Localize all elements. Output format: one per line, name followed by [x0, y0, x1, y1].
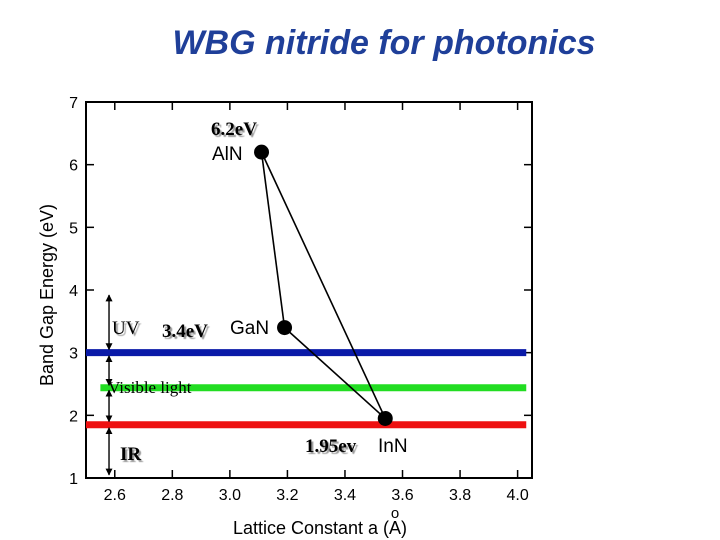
x-tick-label: 3.8	[449, 487, 471, 504]
x-tick-label: 3.6	[391, 487, 413, 504]
y-axis-title: Band Gap Energy (eV)	[37, 204, 57, 386]
line-gan-inn	[284, 327, 386, 420]
y-tick-label: 4	[69, 283, 78, 300]
ir-label: IR	[120, 444, 141, 465]
y-axis: 1 2 3 4 5 6 7	[69, 95, 532, 488]
gan-energy-label: 3.4eV	[162, 321, 208, 342]
aln-energy-label: 6.2eV	[211, 119, 257, 140]
x-tick-label: 3.2	[276, 487, 298, 504]
y-tick-label: 6	[69, 158, 78, 175]
y-tick-label: 7	[69, 95, 78, 112]
x-tick-label: 3.0	[219, 487, 241, 504]
gan-label: GaN	[230, 318, 269, 339]
bands	[86, 349, 527, 429]
x-tick-label: 2.8	[161, 487, 183, 504]
data-points	[254, 144, 393, 426]
line-aln-gan	[260, 152, 286, 328]
chart-title: WBG nitride for photonics	[172, 24, 596, 62]
connecting-lines	[260, 151, 386, 420]
point-inn	[377, 410, 393, 426]
aln-label: AlN	[212, 144, 243, 165]
x-tick-label: 4.0	[506, 487, 528, 504]
inn-label: InN	[378, 436, 408, 457]
x-tick-label: 3.4	[334, 487, 356, 504]
y-tick-label: 2	[69, 408, 78, 425]
line-aln-inn	[260, 151, 386, 419]
point-aln	[254, 144, 270, 160]
x-axis-title: Lattice Constant a (A)	[233, 518, 407, 538]
y-tick-label: 1	[69, 471, 78, 488]
inn-energy-label: 1.95ev	[305, 436, 357, 457]
visible-label: Visible light	[108, 378, 192, 397]
y-tick-label: 3	[69, 346, 78, 363]
point-gan	[277, 320, 293, 336]
uv-label: UV	[112, 318, 140, 339]
angstrom-ring: o	[391, 505, 399, 522]
x-tick-label: 2.6	[104, 487, 126, 504]
y-tick-label: 5	[69, 220, 78, 237]
x-axis: 2.6 2.8 3.0 3.2 3.4 3.6 3.8 4.0	[104, 102, 529, 504]
